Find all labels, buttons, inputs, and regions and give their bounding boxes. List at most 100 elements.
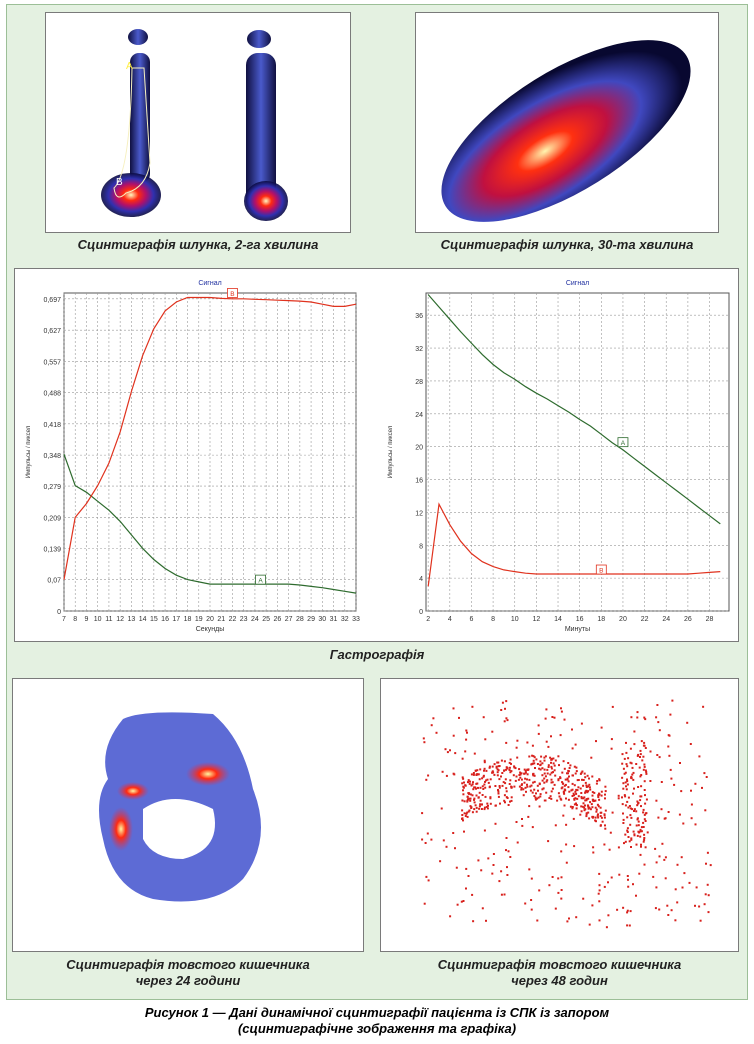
scatter-dot [483, 806, 486, 809]
scatter-dot [532, 781, 535, 784]
scatter-dot [510, 796, 513, 799]
scatter-dot [539, 793, 542, 796]
scatter-dot [674, 919, 677, 922]
scatter-dot [598, 778, 601, 781]
scatter-dot [534, 798, 537, 801]
scatter-dot [562, 791, 565, 794]
scatter-dot [625, 788, 628, 791]
scatter-dot [589, 801, 592, 804]
x-tick-label: 10 [511, 616, 519, 623]
x-tick-label: 22 [641, 616, 649, 623]
scatter-dot [524, 769, 527, 772]
scatter-dot [643, 838, 646, 841]
annotation-box [255, 574, 266, 585]
scatter-dot [630, 846, 632, 848]
scatter-dot [624, 804, 627, 807]
scatter-dot [477, 796, 480, 799]
scatter-dot [452, 832, 455, 834]
scatter-dot [694, 823, 697, 826]
scatter-dot [551, 781, 554, 784]
scatter-dot [599, 824, 602, 827]
scatter-dot [475, 782, 478, 785]
scatter-dot [461, 817, 464, 820]
scatter-dot [549, 756, 552, 759]
scatter-dot [488, 785, 491, 788]
scatter-dot [640, 830, 643, 833]
scatter-dot [475, 810, 478, 813]
scatter-dot [467, 779, 470, 782]
scatter-dot [479, 786, 482, 789]
scatter-dot [640, 740, 643, 743]
scatter-dot [462, 786, 465, 789]
scatter-dot [461, 757, 464, 760]
scatter-dot [642, 755, 645, 758]
scatter-dot [595, 782, 598, 785]
scatter-dot [531, 754, 534, 757]
scatter-dot [446, 751, 449, 754]
scatter-dot [473, 786, 476, 789]
scatter-dot [528, 778, 531, 781]
scatter-dot [597, 813, 599, 816]
scatter-dot [635, 843, 638, 846]
scatter-dot [571, 806, 574, 808]
scatter-dot [515, 775, 518, 778]
scatter-dot [626, 827, 629, 830]
scatter-dot [545, 740, 548, 743]
scatter-dot [537, 732, 540, 735]
scatter-dot [567, 798, 570, 801]
scatter-dot [573, 765, 576, 768]
scatter-dot [595, 740, 597, 743]
scatter-dot [571, 788, 574, 791]
scatter-dot [623, 757, 626, 760]
scatter-dot [523, 768, 526, 771]
scatter-dot [427, 879, 430, 882]
x-tick-label: 28 [296, 616, 304, 623]
scatter-dot [550, 765, 553, 768]
scatter-dot [564, 778, 567, 781]
x-tick-label: 18 [597, 616, 605, 623]
scatter-dot [595, 810, 598, 813]
scatter-dot [636, 754, 639, 757]
scatter-dot [571, 747, 574, 750]
scatter-dot [636, 800, 639, 803]
scatter-dot [528, 805, 531, 808]
scatter-dot [591, 806, 594, 809]
scatter-dot [502, 781, 505, 784]
scatter-dot [705, 776, 708, 778]
scatter-dot [483, 759, 486, 762]
scatter-dot [550, 797, 553, 800]
scatter-dot [477, 773, 480, 776]
scatter-dot [520, 788, 523, 791]
scatter-dot [430, 838, 433, 841]
scatter-dot [582, 779, 585, 781]
scatter-dot [553, 716, 556, 719]
scatter-dot [660, 808, 663, 811]
scatter-dot [563, 792, 566, 795]
scatter-dot [585, 789, 588, 792]
scatter-dot [497, 789, 499, 791]
scatter-dot [579, 772, 582, 775]
scatter-dot [505, 787, 508, 790]
x-tick-label: 31 [330, 616, 338, 623]
scatter-dot [616, 908, 619, 911]
scatter-dot [627, 806, 630, 809]
scatter-dot [495, 766, 498, 769]
scatter-dot [536, 797, 539, 800]
scatter-dot [635, 894, 637, 897]
scatter-dot [587, 790, 590, 793]
scatter-dot [601, 820, 604, 823]
scatter-dot [686, 721, 689, 724]
scatter-dot [626, 765, 629, 768]
x-tick-label: 25 [262, 616, 270, 623]
scatter-dot [611, 705, 614, 708]
scatter-dot [547, 766, 550, 768]
scatter-dot [481, 777, 484, 780]
y-tick-label: 24 [415, 412, 423, 419]
scatter-dot [580, 796, 583, 798]
x-tick-label: 2 [426, 616, 430, 623]
scatter-dot [503, 799, 506, 802]
scatter-dot [709, 864, 712, 867]
scatter-dot [508, 769, 511, 771]
scatter-dot [510, 799, 513, 802]
